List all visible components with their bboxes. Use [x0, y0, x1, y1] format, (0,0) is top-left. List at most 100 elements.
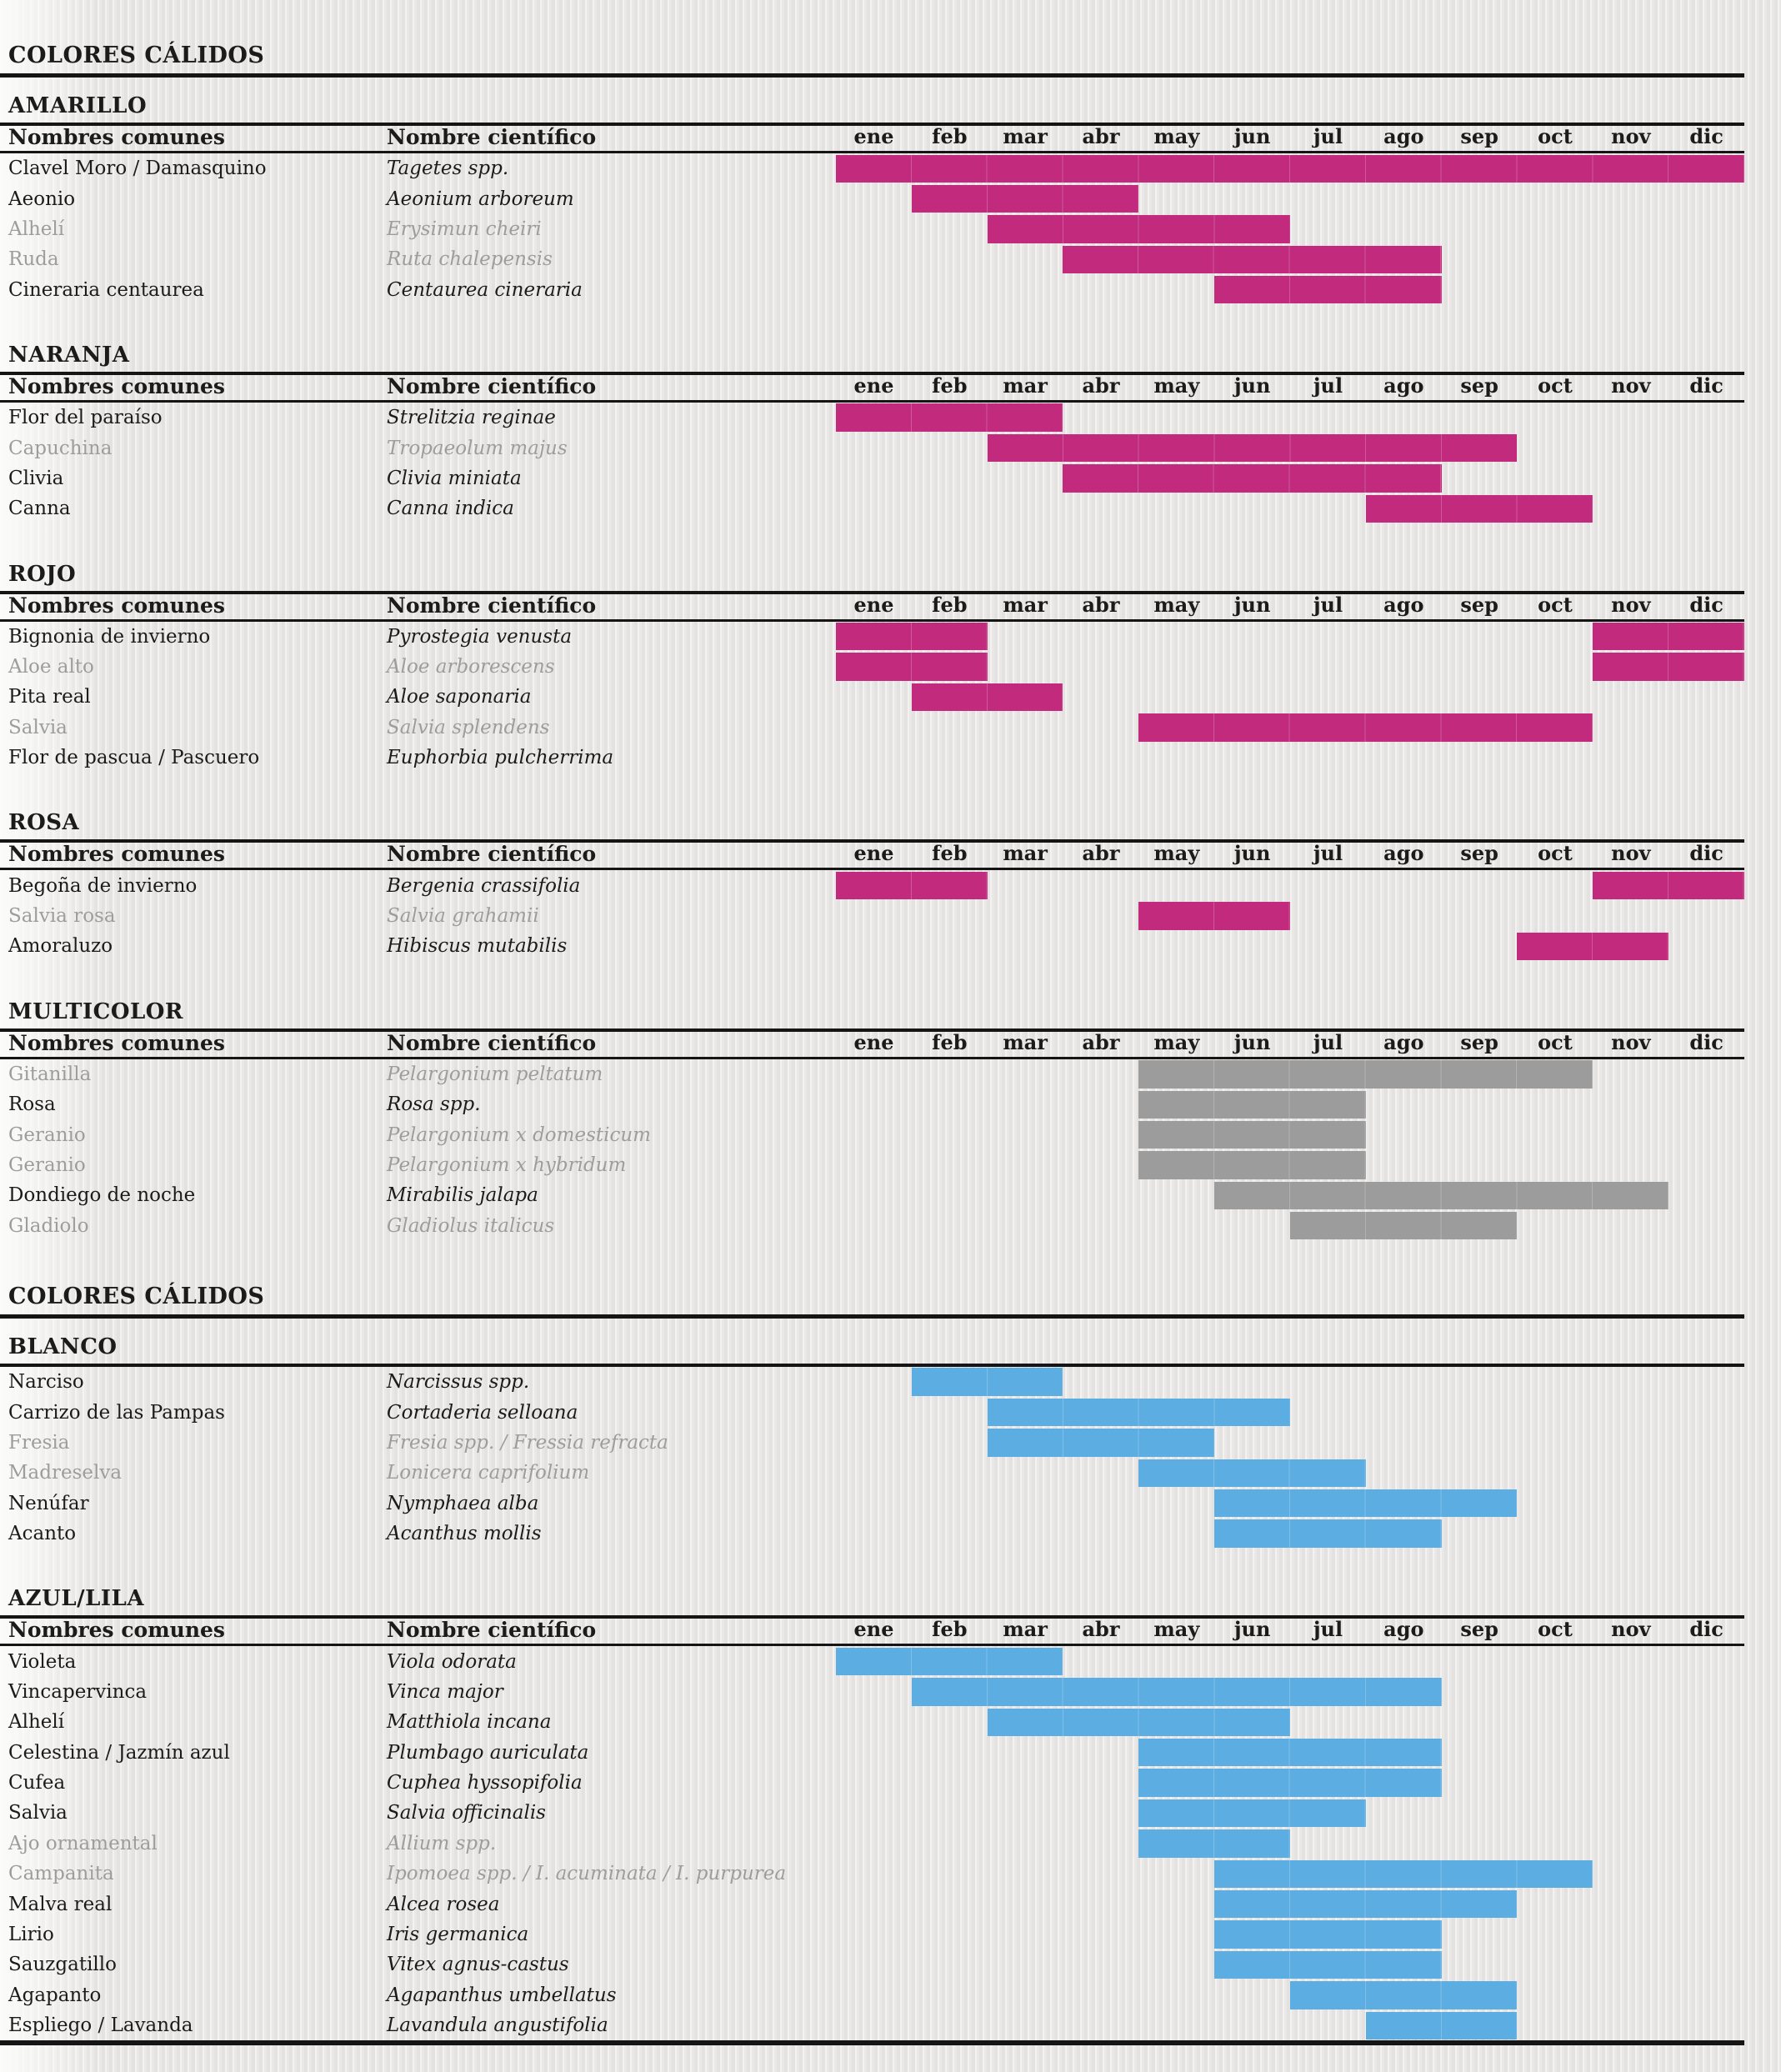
plant-row: Celestina / Jazmín azul Plumbago auricula…	[0, 1738, 1781, 1768]
plant-common-name: Acanto	[8, 1523, 77, 1545]
group-title-rule	[0, 73, 1744, 78]
section-title-rule	[0, 123, 1744, 126]
plant-row: Alhelí Matthiola incana	[0, 1707, 1781, 1737]
bloom-period-bar	[987, 433, 1518, 463]
bloom-period-bar	[1138, 1090, 1366, 1119]
plant-row: Rosa Rosa spp.	[0, 1089, 1781, 1119]
bloom-period-bar	[911, 184, 1139, 213]
plant-row: Campanita Ipomoea spp. / I. acuminata / I…	[0, 1859, 1781, 1889]
plant-row: Ajo ornamental Allium spp.	[0, 1829, 1781, 1859]
plant-common-name: Ruda	[8, 248, 59, 271]
plant-common-name: Pita real	[8, 686, 91, 708]
plant-row: Salvia Salvia officinalis	[0, 1798, 1781, 1828]
plant-scientific-name: Lonicera caprifolium	[387, 1462, 590, 1484]
column-header-scientific-name: Nombre científico	[387, 373, 597, 398]
plant-common-name: Fresia	[8, 1431, 70, 1454]
month-header-mar: mar	[1003, 373, 1048, 398]
plant-scientific-name: Aeonium arboreum	[387, 188, 574, 210]
month-header-ene: ene	[853, 373, 894, 398]
plant-common-name: Malva real	[8, 1893, 113, 1915]
plant-row: Gitanilla Pelargonium peltatum	[0, 1059, 1781, 1089]
month-header-jun: jun	[1233, 1617, 1271, 1642]
plant-scientific-name: Narcissus spp.	[387, 1371, 530, 1394]
bloom-period-bar	[1138, 713, 1593, 742]
month-header-ago: ago	[1383, 124, 1424, 148]
plant-row: Narciso Narcissus spp.	[0, 1367, 1781, 1397]
month-header-jul: jul	[1313, 373, 1343, 398]
bloom-period-bar	[1214, 1889, 1518, 1919]
month-header-abr: abr	[1082, 1029, 1120, 1054]
bloom-period-bar	[836, 653, 988, 681]
plant-scientific-name: Cuphea hyssopifolia	[387, 1772, 583, 1794]
plant-row: Clavel Moro / Damasquino Tagetes spp.	[0, 153, 1781, 183]
plant-row: Bignonia de invierno Pyrostegia venusta	[0, 622, 1781, 652]
bloom-period-bar	[836, 871, 988, 900]
month-header-nov: nov	[1611, 1029, 1651, 1054]
plant-common-name: Salvia	[8, 1802, 68, 1824]
plant-scientific-name: Clivia miniata	[387, 467, 522, 489]
plant-common-name: Dondiego de noche	[8, 1184, 196, 1207]
month-header-abr: abr	[1082, 373, 1120, 398]
plant-common-name: Begoña de invierno	[8, 874, 198, 897]
plant-scientific-name: Ipomoea spp. / I. acuminata / I. purpure…	[387, 1863, 787, 1885]
plant-scientific-name: Vitex agnus-castus	[387, 1954, 569, 1976]
section-title-rule	[0, 590, 1744, 594]
plant-row: Ruda Ruta chalepensis	[0, 244, 1781, 274]
section-title-rule	[0, 1028, 1744, 1032]
month-header-oct: oct	[1538, 1617, 1573, 1642]
bloom-period-bar	[1214, 1181, 1669, 1210]
month-header-oct: oct	[1538, 841, 1573, 866]
month-header-ene: ene	[853, 124, 894, 148]
column-header-common-names: Nombres comunes	[8, 1030, 225, 1055]
plant-scientific-name: Pelargonium peltatum	[387, 1063, 603, 1085]
month-header-feb: feb	[932, 1029, 968, 1054]
plant-scientific-name: Mirabilis jalapa	[387, 1184, 538, 1207]
bloom-period-bar	[987, 1708, 1290, 1736]
bloom-period-bar	[1214, 1489, 1518, 1518]
plant-row: Carrizo de las Pampas Cortaderia selloana	[0, 1397, 1781, 1427]
month-header-may: may	[1153, 841, 1200, 866]
month-header-sep: sep	[1460, 1029, 1498, 1054]
bottom-rule	[0, 2040, 1744, 2046]
plant-scientific-name: Canna indica	[387, 498, 514, 520]
plant-row: Geranio Pelargonium x hybridum	[0, 1150, 1781, 1180]
plant-scientific-name: Alcea rosea	[387, 1893, 500, 1915]
plant-row: Flor de pascua / Pascuero Euphorbia pulch…	[0, 743, 1781, 773]
plant-scientific-name: Agapanthus umbellatus	[387, 1984, 617, 2006]
plant-common-name: Espliego / Lavanda	[8, 2014, 193, 2037]
month-header-mar: mar	[1003, 592, 1048, 617]
plant-common-name: Canna	[8, 498, 71, 520]
month-header-may: may	[1153, 1029, 1200, 1054]
section-rows: Violeta Viola odorata Vincapervinca Vinca m…	[0, 1646, 1781, 2040]
plant-row: Sauzgatillo Vitex agnus-castus	[0, 1949, 1781, 1979]
bloom-period-bar	[987, 215, 1290, 243]
month-header-jul: jul	[1313, 124, 1343, 148]
plant-scientific-name: Salvia splendens	[387, 716, 550, 738]
section-title-rule	[0, 839, 1744, 843]
table-header-row: Nombres comunes Nombre científico ene feb ma…	[0, 373, 1744, 403]
month-header-jul: jul	[1313, 1029, 1343, 1054]
plant-common-name: Clivia	[8, 467, 64, 489]
table-header-row: Nombres comunes Nombre científico ene feb ma…	[0, 1617, 1744, 1647]
plant-common-name: Capuchina	[8, 437, 113, 459]
plant-scientific-name: Pyrostegia venusta	[387, 625, 573, 648]
plant-common-name: Flor del paraíso	[8, 407, 163, 429]
plant-row: Salvia Salvia splendens	[0, 713, 1781, 743]
plant-scientific-name: Centaurea cineraria	[387, 278, 583, 301]
section-title-rule	[0, 1615, 1744, 1619]
column-header-scientific-name: Nombre científico	[387, 1618, 597, 1643]
bloom-period-bar	[1138, 1060, 1593, 1089]
plant-common-name: Gladiolo	[8, 1214, 89, 1237]
section-title: NARANJA	[8, 342, 130, 368]
plant-row: Cufea Cuphea hyssopifolia	[0, 1768, 1781, 1798]
plant-common-name: Nenúfar	[8, 1492, 89, 1514]
plant-row: Agapanto Agapanthus umbellatus	[0, 1980, 1781, 2010]
plant-scientific-name: Matthiola incana	[387, 1711, 552, 1734]
plant-scientific-name: Aloe arborescens	[387, 656, 555, 678]
bloom-period-bar	[836, 623, 988, 651]
plant-scientific-name: Aloe saponaria	[387, 686, 532, 708]
plant-scientific-name: Ruta chalepensis	[387, 248, 553, 271]
month-header-sep: sep	[1460, 1617, 1498, 1642]
month-header-dic: dic	[1689, 1617, 1723, 1642]
month-header-may: may	[1153, 592, 1200, 617]
